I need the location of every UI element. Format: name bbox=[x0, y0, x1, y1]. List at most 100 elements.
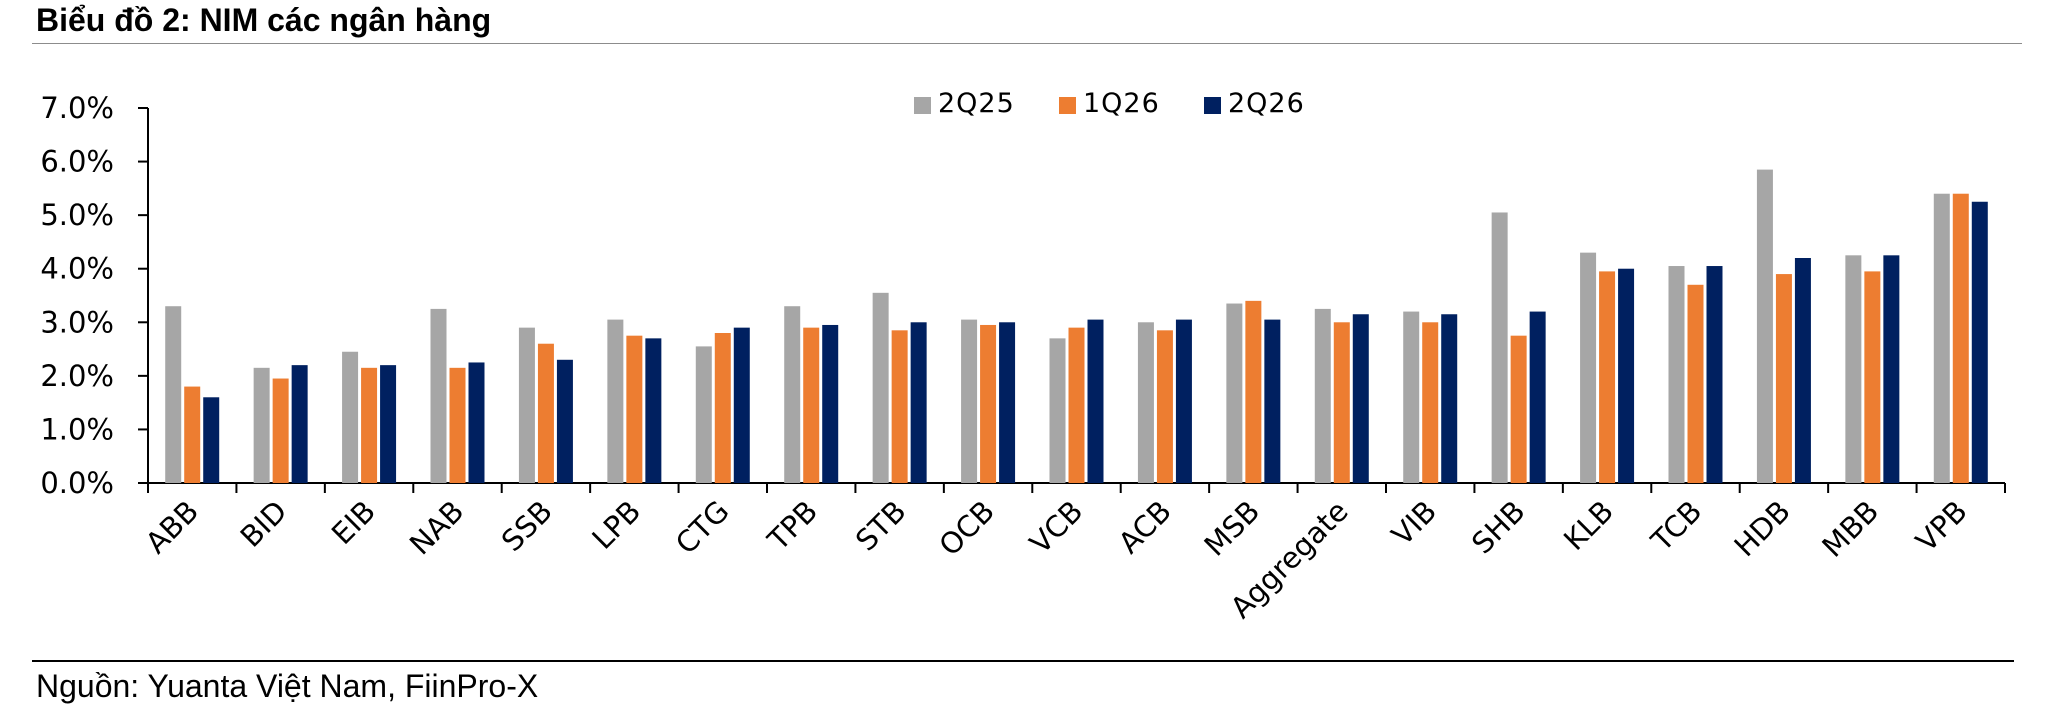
bar-vcb-1q26 bbox=[1068, 327, 1085, 483]
bar-ctg-2q25 bbox=[695, 346, 712, 483]
bar-hdb-2q25 bbox=[1756, 169, 1773, 483]
x-tick-label-abb: ABB bbox=[139, 494, 205, 560]
bars bbox=[165, 169, 1988, 483]
bar-mbb-2q26 bbox=[1883, 255, 1900, 483]
x-tick-label-klb: KLB bbox=[1557, 494, 1620, 557]
y-tick-label: 0.0% bbox=[40, 466, 114, 500]
bar-msb-1q26 bbox=[1245, 300, 1262, 483]
bar-vib-1q26 bbox=[1422, 322, 1439, 483]
bar-tpb-2q25 bbox=[784, 306, 801, 483]
x-tick-label-vib: VIB bbox=[1385, 494, 1443, 552]
bar-ctg-2q26 bbox=[733, 327, 750, 483]
bar-lpb-2q26 bbox=[645, 338, 662, 483]
bar-ctg-1q26 bbox=[714, 333, 731, 483]
bar-aggregate-2q26 bbox=[1352, 314, 1369, 483]
x-tick-label-vcb: VCB bbox=[1023, 494, 1089, 560]
bar-ssb-1q26 bbox=[537, 343, 554, 483]
bar-ocb-2q26 bbox=[999, 322, 1016, 483]
bar-vcb-2q25 bbox=[1049, 338, 1066, 483]
x-tick-label-ctg: CTG bbox=[669, 494, 736, 561]
bar-hdb-2q26 bbox=[1794, 258, 1811, 483]
bar-aggregate-2q25 bbox=[1314, 308, 1331, 483]
x-tick-label-mbb: MBB bbox=[1815, 494, 1885, 564]
legend-label-1q26: 1Q26 bbox=[1083, 88, 1160, 119]
y-tick-label: 4.0% bbox=[40, 252, 114, 286]
bar-shb-1q26 bbox=[1510, 335, 1527, 483]
y-tick-label: 7.0% bbox=[40, 91, 114, 125]
legend: 2Q25 1Q26 2Q26 bbox=[914, 88, 1305, 119]
bar-shb-2q25 bbox=[1491, 212, 1508, 483]
bar-vpb-2q26 bbox=[1971, 201, 1988, 483]
bar-bid-2q26 bbox=[291, 365, 308, 483]
legend-swatch-1q26 bbox=[1059, 97, 1076, 114]
x-tick-label-tcb: TCB bbox=[1644, 494, 1708, 558]
bar-eib-2q26 bbox=[380, 365, 397, 483]
bar-klb-2q25 bbox=[1580, 252, 1597, 483]
page-title: Biểu đồ 2: NIM các ngân hàng bbox=[36, 2, 492, 38]
y-tick-label: 1.0% bbox=[40, 412, 114, 446]
bar-klb-2q26 bbox=[1618, 268, 1635, 483]
legend-swatch-2q26 bbox=[1204, 97, 1221, 114]
y-tick-label: 5.0% bbox=[40, 198, 114, 232]
bar-tcb-2q25 bbox=[1668, 266, 1685, 483]
x-tick-label-stb: STB bbox=[849, 494, 913, 558]
bar-eib-2q25 bbox=[342, 351, 359, 483]
source-divider bbox=[32, 660, 2014, 662]
bar-ocb-2q25 bbox=[961, 319, 978, 483]
bar-vcb-2q26 bbox=[1087, 319, 1104, 483]
x-tick-label-vpb: VPB bbox=[1909, 494, 1974, 559]
bar-ocb-1q26 bbox=[980, 324, 997, 483]
bar-stb-1q26 bbox=[891, 330, 908, 483]
x-tick-label-msb: MSB bbox=[1197, 494, 1266, 563]
x-tick-label-ocb: OCB bbox=[932, 494, 1001, 563]
bar-nab-2q26 bbox=[468, 362, 485, 483]
legend-label-2q26: 2Q26 bbox=[1228, 88, 1305, 119]
bar-vpb-2q25 bbox=[1933, 193, 1950, 483]
bar-nab-1q26 bbox=[449, 367, 466, 483]
bar-mbb-2q25 bbox=[1845, 255, 1862, 483]
bar-hdb-1q26 bbox=[1775, 274, 1792, 483]
bar-vib-2q26 bbox=[1441, 314, 1458, 483]
bar-acb-1q26 bbox=[1156, 330, 1173, 483]
x-tick-label-hdb: HDB bbox=[1728, 494, 1797, 563]
bar-mbb-1q26 bbox=[1864, 271, 1881, 483]
bar-vpb-1q26 bbox=[1952, 193, 1969, 483]
bar-eib-1q26 bbox=[361, 367, 378, 483]
bar-msb-2q26 bbox=[1264, 319, 1281, 483]
x-tick-label-ssb: SSB bbox=[495, 494, 559, 558]
bar-nab-2q25 bbox=[430, 308, 447, 483]
bar-acb-2q25 bbox=[1137, 322, 1154, 483]
y-tick-label: 2.0% bbox=[40, 359, 114, 393]
source-note: Nguồn: Yuanta Việt Nam, FiinPro-X bbox=[36, 668, 539, 704]
bar-abb-2q25 bbox=[165, 306, 182, 483]
x-tick-label-eib: EIB bbox=[325, 494, 382, 551]
x-tick-label-tpb: TPB bbox=[760, 494, 824, 558]
bar-ssb-2q26 bbox=[556, 359, 573, 483]
bar-abb-2q26 bbox=[203, 397, 220, 483]
bar-ssb-2q25 bbox=[518, 327, 535, 483]
x-tick-label-acb: ACB bbox=[1112, 494, 1178, 560]
bar-klb-1q26 bbox=[1599, 271, 1616, 483]
x-tick-label-lpb: LPB bbox=[585, 494, 647, 556]
bar-tcb-2q26 bbox=[1706, 266, 1723, 483]
bar-abb-1q26 bbox=[184, 386, 201, 483]
legend-swatch-2q25 bbox=[914, 97, 931, 114]
y-tick-label: 3.0% bbox=[40, 305, 114, 339]
bar-tpb-2q26 bbox=[822, 324, 839, 483]
bar-lpb-2q25 bbox=[607, 319, 624, 483]
x-axis: ABB BID EIB NAB SSB LPB CTG TPB STB OCB VCB ACB MSBA… bbox=[139, 482, 2006, 625]
y-axis: 0.0% 1.0% 2.0% 3.0% 4.0% 5.0% 6.0% 7.0% bbox=[40, 91, 149, 500]
title-divider bbox=[32, 43, 2022, 44]
x-tick-label-nab: NAB bbox=[403, 494, 470, 561]
bar-bid-2q25 bbox=[253, 367, 270, 483]
legend-label-2q25: 2Q25 bbox=[938, 88, 1015, 119]
bar-acb-2q26 bbox=[1175, 319, 1192, 483]
x-tick-label-shb: SHB bbox=[1465, 494, 1532, 561]
bar-msb-2q25 bbox=[1226, 303, 1243, 483]
x-tick-label-bid: BID bbox=[234, 494, 294, 554]
bar-tcb-1q26 bbox=[1687, 284, 1704, 483]
bar-lpb-1q26 bbox=[626, 335, 643, 483]
bar-bid-1q26 bbox=[272, 378, 289, 483]
